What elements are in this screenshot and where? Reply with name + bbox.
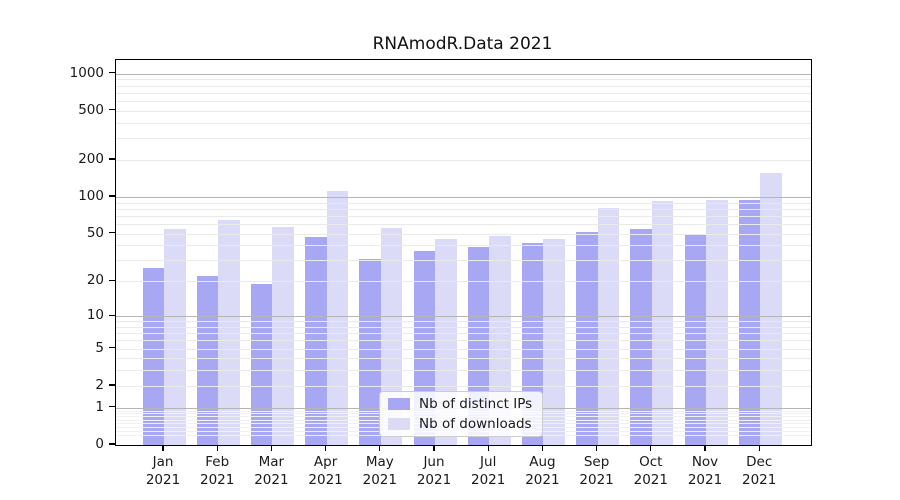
y-tick-mark xyxy=(109,158,115,160)
gridline-major xyxy=(116,316,811,318)
x-tick-label: May 2021 xyxy=(362,454,397,488)
bar-distinct-ips-sep xyxy=(576,231,598,445)
x-tick-mark xyxy=(541,445,543,451)
gridline-minor xyxy=(116,224,811,226)
y-tick-label: 1 xyxy=(95,398,104,415)
gridline-minor xyxy=(116,138,811,140)
y-tick-label: 5 xyxy=(95,339,104,356)
y-tick-label: 20 xyxy=(86,272,104,289)
bar-downloads-dec xyxy=(760,172,782,445)
x-tick-mark xyxy=(162,445,164,451)
y-tick-mark xyxy=(109,347,115,349)
bar-distinct-ips-mar xyxy=(250,283,273,445)
bar-downloads-apr xyxy=(326,190,349,445)
gridline-minor xyxy=(116,208,811,210)
bar-distinct-ips-nov xyxy=(684,233,706,445)
x-tick-mark xyxy=(433,445,435,451)
gridline-minor xyxy=(116,321,811,323)
y-tick-mark xyxy=(109,195,115,197)
legend-swatch-distinct-ips xyxy=(388,398,410,410)
gridline-minor xyxy=(116,340,811,342)
x-tick-mark xyxy=(596,445,598,451)
x-tick-label: Dec 2021 xyxy=(742,454,777,488)
gridline-minor xyxy=(116,85,811,87)
x-tick-mark xyxy=(704,445,706,451)
y-tick-mark xyxy=(109,279,115,281)
gridline-minor xyxy=(116,333,811,335)
x-tick-label: Feb 2021 xyxy=(200,454,235,488)
x-tick-mark xyxy=(270,445,272,451)
y-tick-label: 0 xyxy=(95,436,104,452)
x-tick-label: Nov 2021 xyxy=(687,454,723,488)
legend: Nb of distinct IPs Nb of downloads xyxy=(379,391,543,437)
y-tick-label: 1000 xyxy=(69,64,104,81)
bar-downloads-mar xyxy=(272,226,294,445)
y-tick-mark xyxy=(109,443,115,445)
bar-downloads-feb xyxy=(218,219,240,445)
gridline-minor xyxy=(116,358,811,360)
legend-item-downloads: Nb of downloads xyxy=(388,416,534,432)
x-tick-label: Sep 2021 xyxy=(579,454,614,488)
gridline-major xyxy=(116,196,811,198)
chart-title: RNAmodR.Data 2021 xyxy=(372,34,553,54)
bar-distinct-ips-feb xyxy=(196,276,219,445)
x-tick-label: Jan 2021 xyxy=(145,454,181,488)
gridline-minor xyxy=(116,245,811,247)
y-tick-mark xyxy=(109,314,115,316)
legend-item-distinct-ips: Nb of distinct IPs xyxy=(388,396,534,412)
y-tick-mark xyxy=(109,406,115,408)
bar-downloads-nov xyxy=(706,200,728,445)
gridline-minor xyxy=(116,370,811,372)
gridline-minor xyxy=(116,159,811,161)
y-tick-label: 500 xyxy=(78,101,104,118)
gridline-minor xyxy=(116,79,811,81)
y-tick-label: 50 xyxy=(86,224,104,241)
gridline-minor xyxy=(116,385,811,387)
x-tick-label: Oct 2021 xyxy=(633,454,668,488)
gridline-minor xyxy=(116,202,811,204)
gridline-minor xyxy=(116,348,811,350)
gridline-minor xyxy=(116,215,811,217)
y-tick-label: 2 xyxy=(95,376,104,393)
x-tick-mark xyxy=(216,445,218,451)
gridline-minor xyxy=(116,233,811,235)
x-tick-label: Jun 2021 xyxy=(416,454,452,488)
y-tick-mark xyxy=(109,72,115,74)
bar-distinct-ips-oct xyxy=(630,228,652,445)
gridline-minor xyxy=(116,260,811,262)
x-tick-mark xyxy=(325,445,327,451)
gridline-minor xyxy=(116,122,811,124)
y-tick-mark xyxy=(109,109,115,111)
gridline-minor xyxy=(116,110,811,112)
x-tick-label: Apr 2021 xyxy=(308,454,343,488)
y-tick-label: 10 xyxy=(86,307,104,324)
plot-area xyxy=(115,59,812,446)
legend-swatch-downloads xyxy=(388,418,410,430)
bar-downloads-aug xyxy=(543,239,565,445)
legend-label-downloads: Nb of downloads xyxy=(419,416,532,432)
x-tick-label: Aug 2021 xyxy=(525,454,560,488)
x-tick-label: Mar 2021 xyxy=(254,454,289,488)
bar-distinct-ips-jan xyxy=(142,267,164,445)
y-tick-label: 200 xyxy=(78,150,104,167)
gridline-minor xyxy=(116,326,811,328)
gridline-minor xyxy=(116,281,811,283)
gridline-minor xyxy=(116,92,811,94)
x-tick-label: Jul 2021 xyxy=(471,454,506,488)
legend-label-distinct-ips: Nb of distinct IPs xyxy=(419,396,533,412)
bar-downloads-sep xyxy=(597,208,620,445)
bar-downloads-jan xyxy=(164,228,186,445)
y-tick-mark xyxy=(109,232,115,234)
x-tick-mark xyxy=(379,445,381,451)
x-tick-mark xyxy=(650,445,652,451)
gridline-major xyxy=(116,73,811,75)
gridline-minor xyxy=(116,101,811,103)
bar-distinct-ips-may xyxy=(359,258,381,445)
y-tick-mark xyxy=(109,384,115,386)
y-tick-label: 100 xyxy=(78,187,104,204)
bar-downloads-oct xyxy=(651,200,674,445)
x-tick-mark xyxy=(758,445,760,451)
x-tick-mark xyxy=(487,445,489,451)
